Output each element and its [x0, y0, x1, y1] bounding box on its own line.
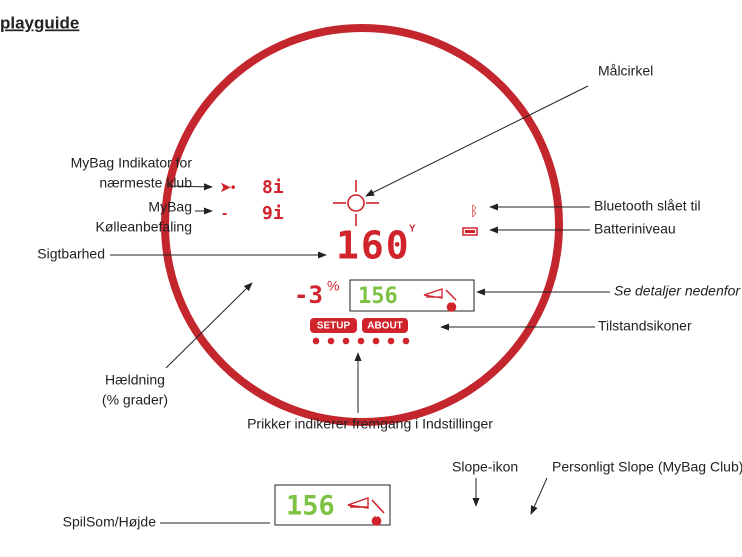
detail-club-icon — [371, 499, 385, 526]
detail-slope-icon — [347, 497, 369, 509]
playslike-box — [349, 279, 475, 312]
mybag-indicator-label-1: MyBag Indikator for — [71, 155, 193, 171]
arrow-icon: ➤• — [220, 179, 236, 194]
status-icons-label: Tilstandsikoner — [598, 318, 692, 334]
mybag-indicator-label-2: nærmeste klub — [99, 175, 192, 191]
slope-icon-label: Slope-ikon — [452, 459, 518, 475]
detail-playslike: 156 — [286, 491, 335, 522]
slope-value: -3 — [294, 281, 323, 309]
bluetooth-label: Bluetooth slået til — [594, 198, 701, 214]
header-title: playguide — [0, 13, 79, 32]
detail-box — [274, 484, 391, 526]
club-icon — [445, 289, 457, 312]
playslike-label: SpilSom/Højde — [63, 514, 157, 530]
battery-level — [465, 230, 475, 233]
distance: 160 — [336, 224, 411, 268]
club-indicator: 8i — [262, 177, 284, 198]
battery-icon — [462, 227, 478, 236]
personal-slope-label: Personligt Slope (MyBag Club) ikon — [552, 459, 742, 475]
dots-label: Prikker indikerer fremgang i Indstilling… — [247, 416, 493, 432]
display-ring — [161, 24, 563, 426]
slope-icon — [423, 288, 443, 299]
progress-dots — [312, 337, 410, 345]
club-recommendation: 9i — [262, 203, 284, 224]
setup-label: SETUP — [317, 321, 351, 332]
playslike: 156 — [358, 284, 398, 309]
slope-label-1: Hældning — [105, 372, 165, 388]
target-circle — [333, 180, 379, 226]
leader-lines — [110, 85, 610, 524]
bluetooth-icon: ᛒ — [470, 203, 478, 219]
mybag-recommendation-label-1: MyBag — [148, 199, 192, 215]
see-details-label: Se detaljer nedenfor — [614, 283, 741, 299]
visibility-label: Sigtbarhed — [37, 246, 105, 262]
slope-unit: % — [327, 278, 339, 294]
about-icon — [362, 318, 408, 333]
setup-icon — [310, 318, 357, 333]
about-label: ABOUT — [367, 321, 403, 332]
slope-label-2: (% grader) — [102, 392, 168, 408]
distance-unit: Y — [409, 224, 416, 235]
mybag-recommendation-label-2: Kølleanbefaling — [95, 219, 192, 235]
battery-label: Batteriniveau — [594, 221, 676, 237]
target-circle-label: Målcirkel — [598, 63, 653, 79]
dash: - — [222, 205, 227, 222]
